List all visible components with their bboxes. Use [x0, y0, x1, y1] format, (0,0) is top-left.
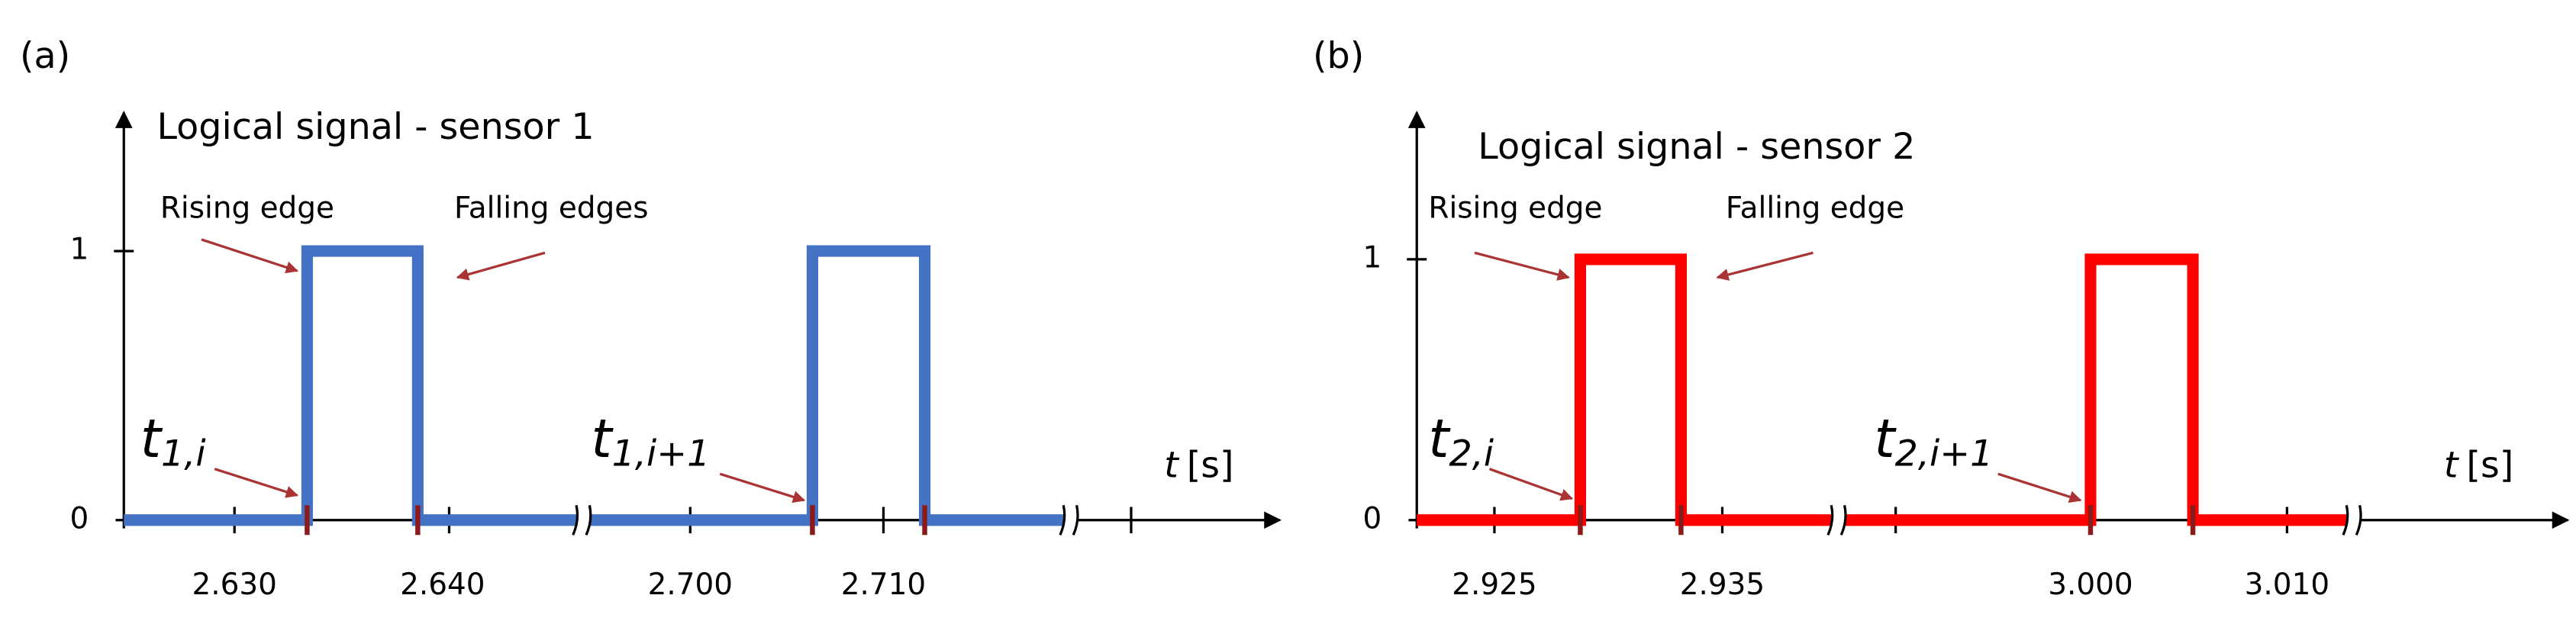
y-tick-label: 0	[69, 501, 89, 536]
axis-var: t	[1164, 445, 1180, 487]
annotation-arrow	[201, 238, 298, 274]
time-label: t1,i+1	[592, 409, 711, 475]
annotation-arrow	[214, 468, 298, 498]
axis-break-gap	[1831, 504, 1845, 537]
x-tick-label: 3.000	[2048, 568, 2133, 602]
time-sub: 2,i+1	[1895, 433, 1994, 475]
axis-label: t [s]	[1164, 445, 1233, 487]
annotation-arrow	[456, 251, 546, 281]
axis-break	[572, 504, 592, 536]
time-var: t	[1428, 409, 1451, 470]
axis-break	[2342, 504, 2362, 536]
annotation: Falling edges	[454, 191, 649, 226]
y-tick-label: 0	[1362, 501, 1381, 536]
title: Logical signal - sensor 1	[157, 106, 595, 148]
axis-break-gap	[1063, 504, 1077, 537]
x-tick-label: 2.925	[1452, 568, 1536, 602]
time-label: t2,i	[1428, 409, 1494, 475]
time-sub: 1,i+1	[612, 433, 711, 475]
axis-var: t	[2444, 445, 2460, 487]
y-tick-label: 1	[69, 233, 89, 267]
signal	[1417, 253, 2353, 526]
time-var: t	[592, 409, 614, 470]
axis-break-gap	[576, 504, 590, 537]
axis-label: t [s]	[2444, 445, 2513, 487]
axis-unit: [s]	[2466, 445, 2513, 487]
time-sub: 2,i	[1449, 433, 1494, 475]
time-label: t2,i+1	[1875, 409, 1994, 475]
time-var: t	[1875, 409, 1897, 470]
annotation-arrow	[1716, 251, 1814, 281]
axis-break	[1059, 504, 1079, 536]
time-sub: 1,i	[161, 433, 206, 475]
panel-label: (a)	[20, 35, 70, 77]
title: Logical signal - sensor 2	[1478, 126, 1915, 168]
signal	[124, 245, 1070, 526]
annotation: Falling edge	[1726, 191, 1904, 226]
annotation: Rising edge	[1428, 191, 1602, 226]
time-label: t1,i	[140, 409, 206, 475]
time-var: t	[140, 409, 163, 470]
panel-label: (b)	[1313, 35, 1364, 77]
annotation: Rising edge	[160, 191, 334, 226]
x-tick-label: 2.640	[400, 568, 485, 602]
x-tick-label: 2.630	[192, 568, 276, 602]
annotation-arrow	[1488, 468, 1574, 501]
axis-break	[1826, 504, 1847, 536]
x-tick-label: 2.710	[841, 568, 926, 602]
axis-unit: [s]	[1187, 445, 1234, 487]
annotation-arrow	[1474, 251, 1570, 281]
y-tick-label: 1	[1362, 240, 1381, 275]
axis-break-gap	[2346, 504, 2360, 537]
annotation-arrow	[1997, 472, 2082, 504]
annotation-arrow	[719, 472, 806, 504]
x-tick-label: 3.010	[2245, 568, 2329, 602]
x-tick-label: 2.935	[1680, 568, 1765, 602]
x-tick-label: 2.700	[648, 568, 733, 602]
